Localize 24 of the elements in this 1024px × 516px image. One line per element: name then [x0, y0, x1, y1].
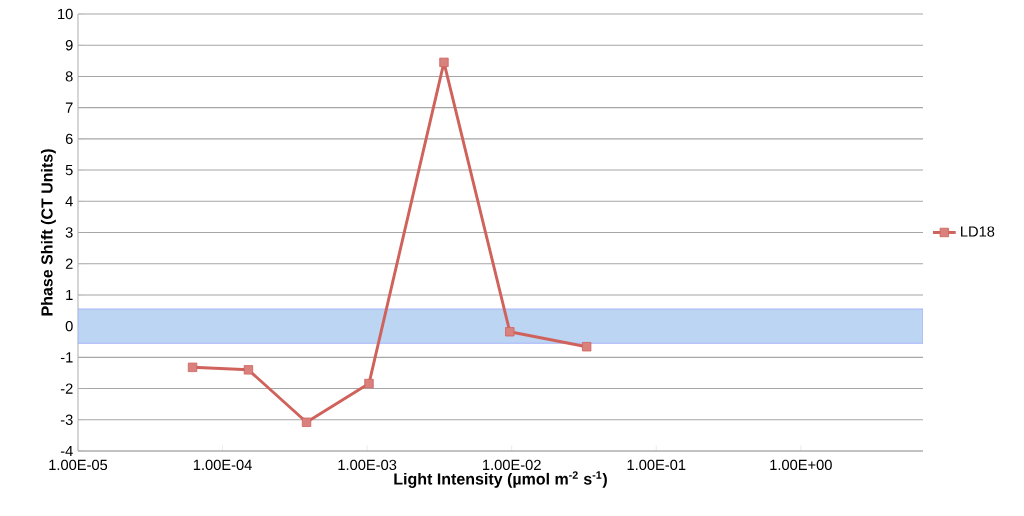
y-tick-label: 1 — [66, 289, 73, 300]
y-tick-label: -1 — [60, 352, 73, 363]
y-tick-label: 2 — [65, 258, 73, 269]
y-tick-label: 10 — [58, 8, 73, 20]
y-axis-title: Phase Shift (CT Units) — [40, 149, 56, 316]
y-tick-label: 5 — [65, 164, 73, 176]
y-tick-label: 7 — [65, 102, 73, 113]
y-tick-label: 6 — [65, 133, 73, 145]
x-tick-label: 1.00E-02 — [483, 459, 541, 471]
y-tick-label: -2 — [60, 383, 73, 394]
x-tick-label: 1.00E-05 — [49, 459, 108, 471]
x-axis-title: Light Intensity (µmol m$^{-2}$ s$^{-1}$) — [394, 471, 607, 488]
x-tick-label: 1.00E-04 — [193, 459, 252, 471]
y-tick-label: 0 — [65, 320, 73, 332]
y-tick-label: 3 — [65, 227, 73, 238]
y-tick-label: 8 — [65, 71, 73, 82]
y-tick-label: -3 — [60, 414, 73, 425]
legend-label: LD18 — [961, 226, 995, 237]
x-tick-label: 1.00E+00 — [770, 459, 832, 471]
y-tick-label: 4 — [65, 196, 73, 207]
x-tick-label: 1.00E-03 — [338, 459, 397, 471]
y-tick-label: -4 — [60, 445, 73, 457]
y-tick-label: 9 — [65, 40, 73, 51]
x-tick-label: 1.00E-01 — [627, 459, 686, 471]
